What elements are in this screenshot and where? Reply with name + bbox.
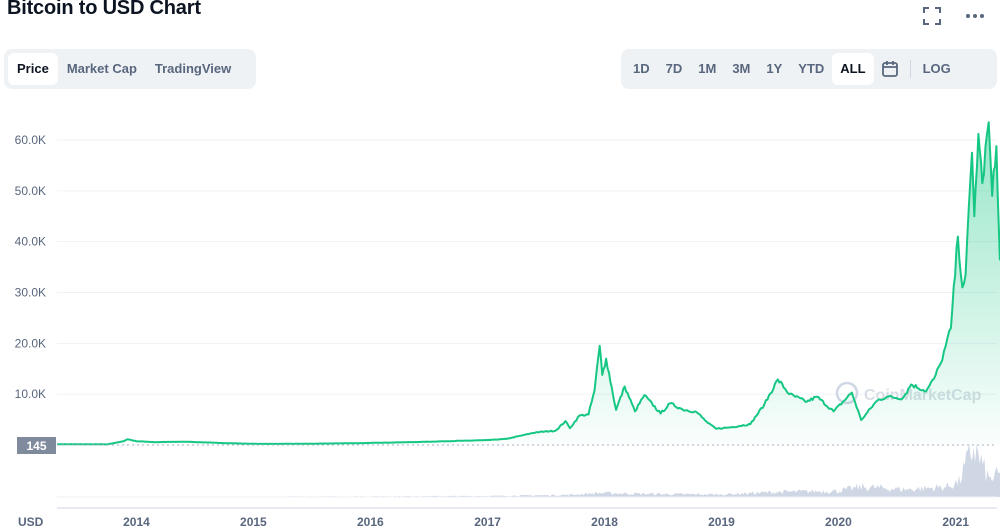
x-tick-label: 2018: [591, 515, 618, 529]
range-tabs: 1D 7D 1M 3M 1Y YTD ALL LOG: [621, 49, 997, 89]
log-scale-toggle[interactable]: LOG: [922, 61, 951, 76]
range-7d[interactable]: 7D: [665, 61, 683, 76]
price-area: [57, 122, 1000, 445]
x-tick-label: 2015: [240, 515, 267, 529]
y-tick-label: 30.0K: [15, 286, 46, 300]
view-tabs: Price Market Cap TradingView: [4, 49, 256, 89]
page-title: Bitcoin to USD Chart: [7, 0, 201, 19]
calendar-icon[interactable]: [874, 53, 906, 85]
y-tick-label: 20.0K: [15, 336, 46, 350]
y-tick-label: 40.0K: [15, 235, 46, 249]
fullscreen-icon[interactable]: [918, 4, 946, 28]
y-tick-label: 60.0K: [15, 133, 46, 147]
x-tick-label: 2016: [357, 515, 384, 529]
price-line: [57, 121, 1000, 446]
range-3m[interactable]: 3M: [732, 61, 751, 76]
range-ytd[interactable]: YTD: [798, 61, 825, 76]
tab-tradingview[interactable]: TradingView: [154, 61, 232, 76]
current-price-badge: [17, 437, 56, 454]
x-tick-label: 2014: [123, 515, 150, 529]
divider: [909, 60, 911, 78]
x-tick-label: 2021: [942, 515, 969, 529]
x-tick-label: 2020: [825, 515, 852, 529]
y-tick-label: 10.0K: [15, 387, 46, 401]
currency-label: USD: [18, 515, 44, 529]
volume-area: [57, 443, 1000, 497]
range-1y[interactable]: 1Y: [766, 61, 783, 76]
x-tick-label: 2019: [708, 515, 735, 529]
range-all[interactable]: ALL: [832, 53, 874, 85]
y-tick-label: 50.0K: [15, 184, 46, 198]
current-price-badge-text: 145: [26, 439, 46, 453]
tab-market-cap[interactable]: Market Cap: [66, 61, 137, 76]
x-tick-label: 2017: [474, 515, 501, 529]
tab-price[interactable]: Price: [8, 53, 58, 85]
range-1d[interactable]: 1D: [633, 61, 650, 76]
more-horizontal-icon[interactable]: [961, 4, 989, 28]
range-1m[interactable]: 1M: [698, 61, 717, 76]
